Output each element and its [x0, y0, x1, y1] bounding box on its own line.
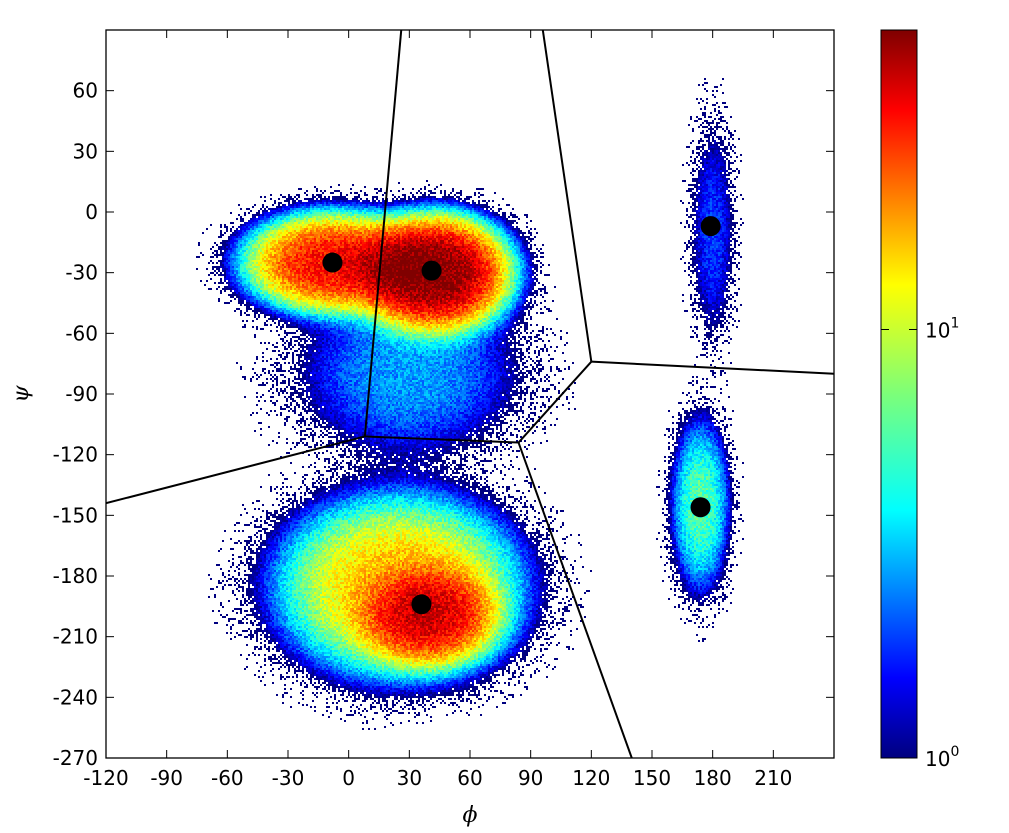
x-tick-label: -120 — [83, 766, 128, 790]
voronoi-boundaries — [106, 30, 834, 758]
y-tick-label: -90 — [65, 382, 98, 406]
voronoi-edge — [363, 30, 403, 437]
x-tick-label: -30 — [272, 766, 305, 790]
density-heatmap — [106, 30, 834, 758]
colorbar: 100 101 — [880, 29, 959, 771]
y-tick-label: -120 — [53, 443, 98, 467]
x-tick-label: 180 — [694, 766, 732, 790]
colorbar-gradient — [880, 29, 918, 759]
y-axis: 60 30 0 -30 -60 -90 -120 -150 -180 -210 -240 -270 — [53, 79, 834, 770]
y-tick-label: 30 — [73, 139, 98, 163]
y-tick-label: 0 — [85, 200, 98, 224]
y-tick-label: -180 — [53, 564, 98, 588]
cluster-centers — [322, 216, 721, 615]
colorbar-tick-label: 101 — [925, 316, 959, 343]
colorbar-ticks: 100 101 — [881, 316, 959, 771]
y-tick-label: -30 — [65, 261, 98, 285]
x-tick-label: 150 — [633, 766, 671, 790]
cluster-center-marker — [421, 260, 442, 281]
x-tick-label: 60 — [457, 766, 482, 790]
colorbar-tick-label: 100 — [925, 744, 959, 771]
cluster-center-marker — [700, 216, 721, 237]
x-tick-label: 0 — [342, 766, 355, 790]
cluster-center-marker — [690, 497, 711, 518]
y-axis-title: ψ — [9, 385, 34, 403]
voronoi-edge — [591, 360, 834, 375]
x-tick-label: 30 — [397, 766, 422, 790]
plot-area — [105, 29, 835, 759]
y-tick-label: -210 — [53, 625, 98, 649]
voronoi-edge — [517, 360, 593, 444]
x-tick-label: 210 — [754, 766, 792, 790]
cluster-center-marker — [411, 594, 432, 615]
y-tick-label: -60 — [65, 321, 98, 345]
x-tick-label: -90 — [150, 766, 183, 790]
voronoi-edge — [106, 435, 366, 505]
y-tick-label: -150 — [53, 503, 98, 527]
x-tick-label: 90 — [518, 766, 543, 790]
voronoi-edge — [541, 30, 593, 362]
x-axis: -120 -90 -60 -30 0 30 60 90 120 150 180 210 — [83, 30, 792, 790]
cluster-center-marker — [322, 252, 343, 273]
y-tick-label: 60 — [73, 79, 98, 103]
voronoi-edge — [364, 435, 519, 444]
x-tick-label: 120 — [572, 766, 610, 790]
x-tick-label: -60 — [211, 766, 244, 790]
y-tick-label: -270 — [53, 746, 98, 770]
voronoi-edge — [517, 442, 633, 758]
y-tick-label: -240 — [53, 685, 98, 709]
x-axis-title: ϕ — [463, 803, 478, 828]
